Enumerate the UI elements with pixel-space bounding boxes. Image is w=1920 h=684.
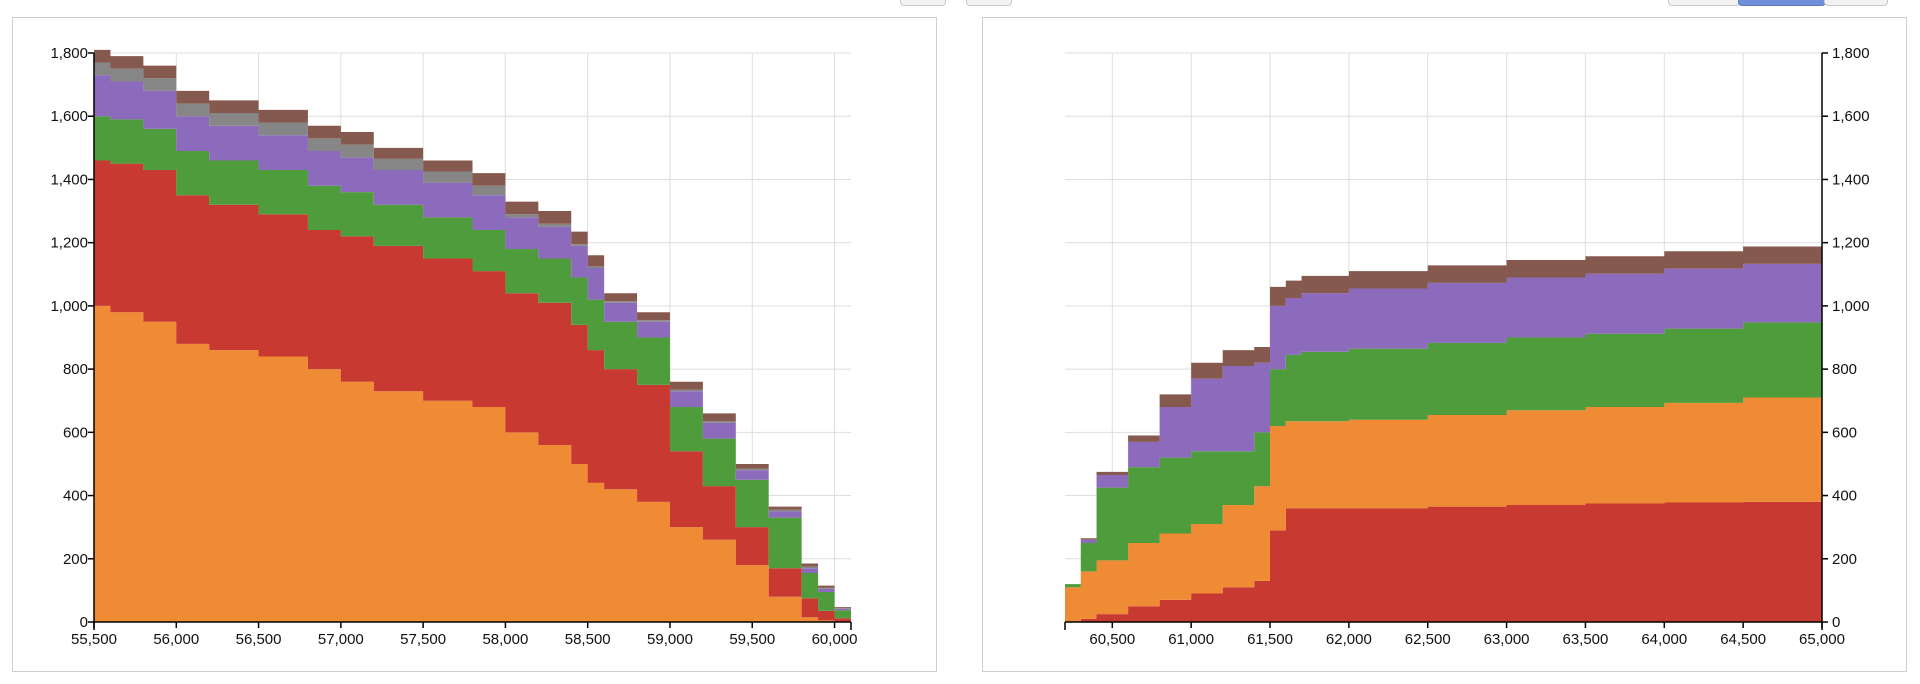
left-x-tick-label: 57,000	[318, 631, 364, 648]
left-chart-panel: 0 200 400 600 800 1,000 1,200 1,400 1,600 1,800 55…	[12, 17, 937, 672]
left-x-tick-label: 58,500	[565, 631, 611, 648]
right-stacked-area-chart: 0 200 400 600 800 1,000 1,200 1,400 1,600 1,800 60…	[1064, 45, 1870, 648]
right-area-purple	[1065, 261, 1822, 585]
left-x-tick-label: 59,000	[647, 631, 693, 648]
right-y-tick-label: 600	[1832, 424, 1857, 441]
right-axes: 0 200 400 600 800 1,000 1,200 1,400 1,600 1,800 60…	[1064, 45, 1870, 648]
left-y-tick-label: 0	[80, 614, 88, 631]
left-y-tick-label: 1,800	[50, 45, 88, 62]
right-x-tick-label: 65,000	[1799, 631, 1845, 648]
right-y-tick-label: 0	[1832, 614, 1840, 631]
top-button-4-active[interactable]	[1738, 0, 1826, 6]
top-button-2[interactable]	[966, 0, 1012, 6]
left-area-orange	[94, 305, 851, 622]
right-y-tick-label: 1,200	[1832, 235, 1870, 252]
top-button-1[interactable]	[900, 0, 946, 6]
left-y-tick-label: 1,200	[50, 235, 88, 252]
right-x-tick-label: 63,000	[1484, 631, 1530, 648]
left-y-tick-label: 1,600	[50, 108, 88, 125]
left-y-tick-label: 200	[63, 551, 88, 568]
right-y-tick-label: 1,000	[1832, 298, 1870, 315]
right-y-tick-label: 800	[1832, 361, 1857, 378]
right-y-tick-label: 400	[1832, 488, 1857, 505]
top-button-5[interactable]	[1824, 0, 1888, 6]
left-y-tick-label: 1,000	[50, 298, 88, 315]
left-y-tick-label: 400	[63, 488, 88, 505]
left-x-tick-label: 55,500	[71, 631, 117, 648]
right-y-tick-label: 1,600	[1832, 108, 1870, 125]
right-area-red	[1065, 501, 1822, 622]
left-y-tick-label: 1,400	[50, 171, 88, 188]
top-button-3[interactable]	[1668, 0, 1740, 6]
left-area-red	[94, 160, 851, 622]
right-x-tick-label: 61,500	[1247, 631, 1293, 648]
left-y-tick-label: 800	[63, 361, 88, 378]
right-area-green	[1065, 318, 1822, 588]
right-x-tick-label: 60,500	[1089, 631, 1135, 648]
left-areas	[94, 49, 851, 623]
left-stacked-area-chart: 0 200 400 600 800 1,000 1,200 1,400 1,600 1,800 55…	[50, 45, 857, 648]
right-areas	[1065, 244, 1822, 622]
left-x-tick-label: 58,000	[482, 631, 528, 648]
left-x-tick-label: 60,000	[812, 631, 858, 648]
left-area-brown	[94, 49, 851, 623]
left-x-tick-label: 57,500	[400, 631, 446, 648]
right-y-tick-label: 1,800	[1832, 45, 1870, 62]
right-x-tick-label: 62,000	[1326, 631, 1372, 648]
right-x-tick-label: 64,000	[1641, 631, 1687, 648]
left-y-tick-label: 600	[63, 424, 88, 441]
left-axes: 0 200 400 600 800 1,000 1,200 1,400 1,600 1,800 55…	[50, 45, 857, 648]
right-x-tick-label: 62,500	[1405, 631, 1451, 648]
right-chart-panel: 0 200 400 600 800 1,000 1,200 1,400 1,600 1,800 60…	[982, 17, 1907, 672]
right-y-tick-label: 1,400	[1832, 171, 1870, 188]
right-area-orange	[1065, 394, 1822, 622]
left-x-tick-label: 56,500	[236, 631, 282, 648]
left-x-tick-label: 59,500	[729, 631, 775, 648]
right-x-tick-label: 61,000	[1168, 631, 1214, 648]
right-y-tick-label: 200	[1832, 551, 1857, 568]
right-x-tick-label: 63,500	[1562, 631, 1608, 648]
right-x-tick-label: 64,500	[1720, 631, 1766, 648]
left-x-tick-label: 56,000	[153, 631, 199, 648]
